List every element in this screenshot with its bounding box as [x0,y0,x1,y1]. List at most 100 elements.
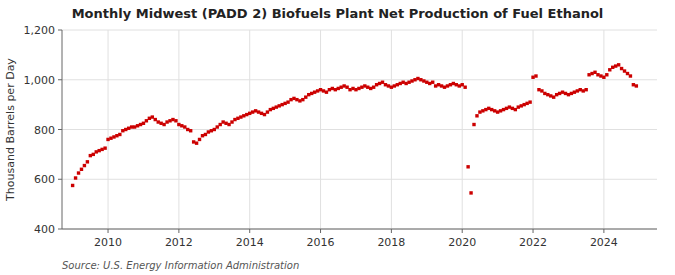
point [224,122,227,125]
point [210,129,213,132]
x-tick-label: 2022 [519,236,547,249]
point [570,92,573,95]
title: Monthly Midwest (PADD 2) Biofuels Plant … [72,6,604,21]
x-grid-line [178,30,179,229]
point [154,118,157,121]
chart: 4006008001,0001,200201020122014201620182… [0,0,675,275]
point [534,74,537,77]
point [86,160,89,163]
point [121,129,124,132]
point [263,113,266,116]
point [269,108,272,111]
point [440,84,443,87]
x-tick-label: 2010 [94,236,122,249]
point [189,129,192,132]
point [549,94,552,97]
y-tick-label: 1,000 [24,74,56,87]
point [183,125,186,128]
point [390,86,393,89]
x-grid-line [320,30,321,229]
point [520,104,523,107]
x-tick-label: 2018 [377,236,405,249]
point [399,82,402,85]
point [393,84,396,87]
point [617,63,620,66]
point [499,109,502,112]
x-tick [178,229,179,233]
point [74,176,77,179]
point [239,115,242,118]
point [280,103,283,106]
point [396,83,399,86]
point [319,88,322,91]
point [484,108,487,111]
point [419,78,422,81]
point [230,120,233,123]
point [251,110,254,113]
point [567,93,570,96]
point [455,83,458,86]
point [339,86,342,89]
point [469,191,472,194]
point [446,84,449,87]
point [363,84,366,87]
point [213,128,216,131]
x-tick [391,229,392,233]
point [582,89,585,92]
point [443,86,446,89]
point [466,165,469,168]
point [195,141,198,144]
point [354,88,357,91]
point [461,83,464,86]
point [381,81,384,84]
point [558,92,561,95]
point [103,146,106,149]
point [401,81,404,84]
point [165,120,168,123]
point [378,82,381,85]
x-tick [320,229,321,233]
x-grid-line [249,30,250,229]
point [413,78,416,81]
point [555,93,558,96]
point [632,83,635,86]
x-tick [249,229,250,233]
grid [62,30,657,229]
point [375,83,378,86]
point [337,87,340,90]
point [425,81,428,84]
point [475,114,478,117]
point [366,86,369,89]
point [115,134,118,137]
point [331,87,334,90]
point [328,88,331,91]
x-tick [108,229,109,233]
point [97,149,100,152]
point [416,77,419,80]
x-tick-label: 2014 [236,236,264,249]
point [236,117,239,120]
point [298,99,301,102]
y-tick-label: 600 [34,173,55,186]
point [124,128,127,131]
point [139,123,142,126]
points [71,63,638,195]
point [508,105,511,108]
y-tick [58,30,62,31]
point [316,89,319,92]
point [260,112,263,115]
point [257,110,260,113]
point [543,92,546,95]
point [561,90,564,93]
point [278,104,281,107]
x-tick [603,229,604,233]
point [83,164,86,167]
point [472,123,475,126]
x-tick [462,229,463,233]
point [151,115,154,118]
point [216,125,219,128]
point [89,154,92,157]
point [428,82,431,85]
point [481,109,484,112]
point [283,102,286,105]
